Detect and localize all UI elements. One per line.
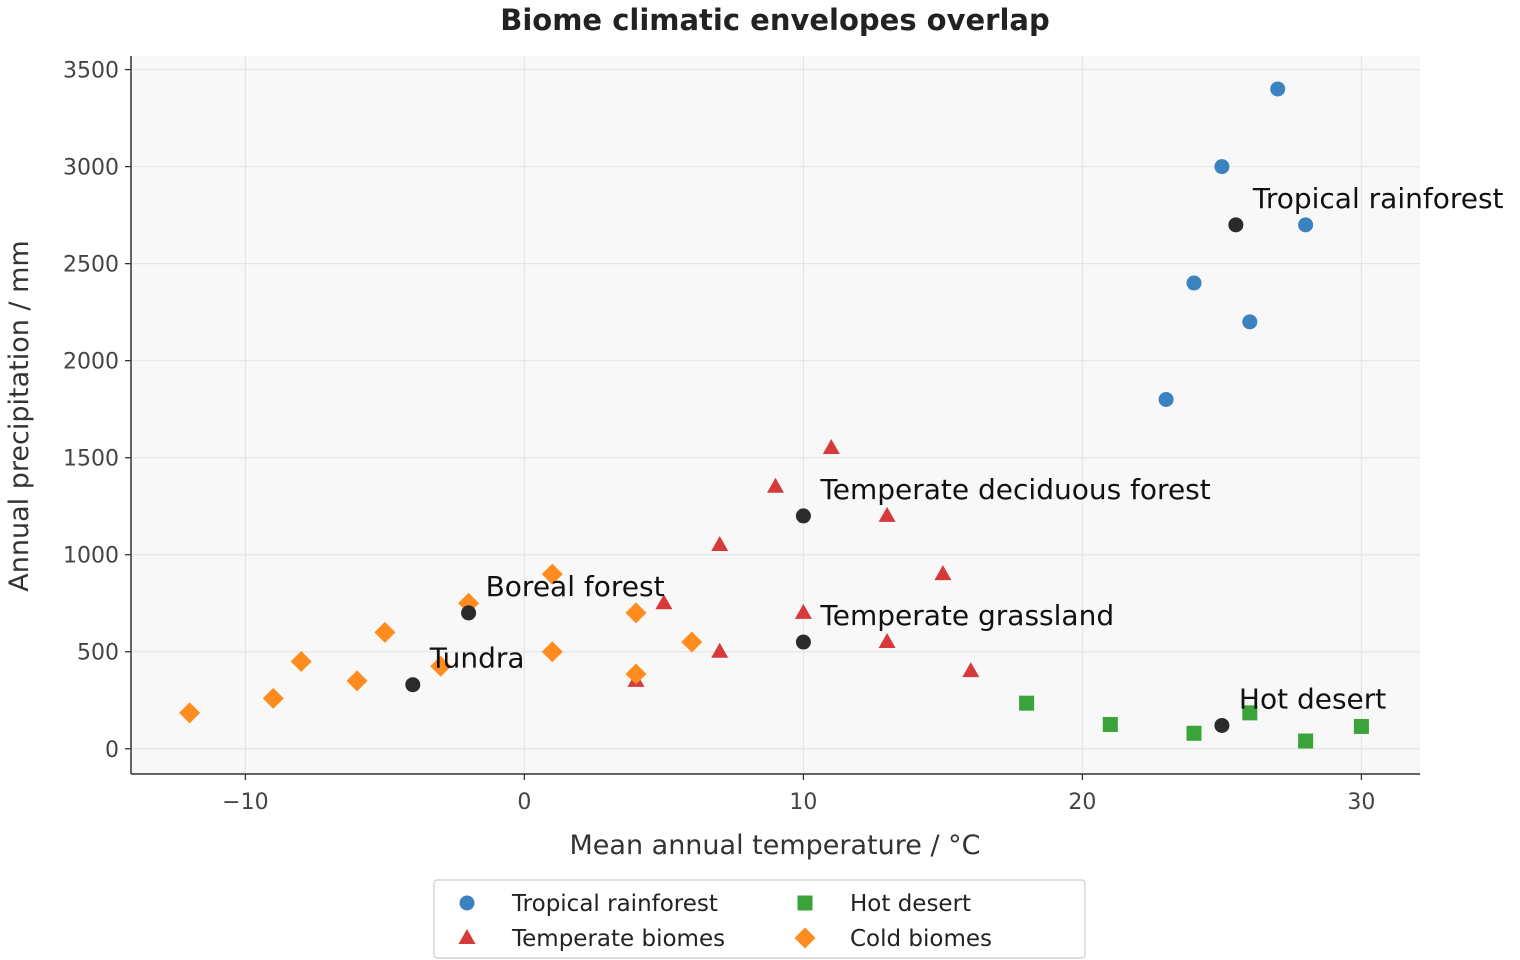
axes <box>130 56 1420 775</box>
hot-desert-point <box>1186 725 1202 741</box>
hot-desert-point <box>1102 717 1118 733</box>
y-tick-label: 3000 <box>63 156 119 181</box>
legend-label-temperate-biomes: Temperate biomes <box>511 926 725 952</box>
cold-biomes-point <box>430 655 452 677</box>
centroid-point <box>405 677 421 693</box>
gridlines <box>131 56 1420 774</box>
legend-marker-cold-biomes <box>794 927 816 949</box>
legend: Tropical rainforest Hot desert Temperate b… <box>433 879 1086 959</box>
cold-biomes-point <box>346 670 368 692</box>
x-tick-label: 0 <box>517 790 531 815</box>
tropical-rainforest-point <box>1298 217 1314 233</box>
centroid-annotations: Tropical rainforest Temperate deciduous f… <box>405 182 1504 733</box>
cold-biomes-point <box>625 663 647 685</box>
temperate-biomes-point <box>767 477 784 493</box>
centroid-point <box>795 634 811 650</box>
x-tick-label: 20 <box>1068 790 1096 815</box>
centroid-label: Temperate deciduous forest <box>819 473 1210 506</box>
series-tropical-rainforest <box>1158 81 1314 407</box>
centroid-point <box>1228 217 1244 233</box>
hot-desert-point <box>1298 733 1314 749</box>
legend-label-tropical-rainforest: Tropical rainforest <box>511 891 718 917</box>
chart-title: Biome climatic envelopes overlap <box>500 3 1050 37</box>
legend-label-hot-desert: Hot desert <box>850 891 971 917</box>
x-tick-label: 30 <box>1347 790 1375 815</box>
cold-biomes-point <box>541 641 563 663</box>
y-tick-label: 3500 <box>63 59 119 84</box>
centroid-label: Temperate grassland <box>819 599 1114 632</box>
y-axis-ticks: 0 500 1000 1500 2000 2500 3000 3500 <box>63 59 131 763</box>
tropical-rainforest-point <box>1242 314 1258 330</box>
x-axis-label: Mean annual temperature / °C <box>570 830 981 861</box>
y-tick-label: 2000 <box>63 350 119 375</box>
cold-biomes-point <box>262 687 284 709</box>
cold-biomes-point <box>625 602 647 624</box>
cold-biomes-point <box>541 563 563 585</box>
legend-marker-temperate-biomes <box>458 929 476 944</box>
centroid-point <box>461 605 477 621</box>
centroid-label: Tundra <box>429 642 525 675</box>
legend-label-cold-biomes: Cold biomes <box>850 926 992 952</box>
hot-desert-point <box>1019 695 1035 711</box>
y-tick-label: 2500 <box>63 253 119 278</box>
tropical-rainforest-point <box>1186 275 1202 291</box>
centroid-label: Hot desert <box>1239 682 1386 715</box>
cold-biomes-point <box>179 702 201 724</box>
cold-biomes-point <box>374 621 396 643</box>
tropical-rainforest-point <box>1270 81 1286 97</box>
y-tick-label: 500 <box>77 641 119 666</box>
temperate-biomes-point <box>962 662 980 678</box>
temperate-biomes-point <box>655 594 673 610</box>
data-points <box>179 81 1369 749</box>
cold-biomes-point <box>290 650 312 672</box>
cold-biomes-point <box>681 631 703 653</box>
y-tick-label: 1500 <box>63 447 119 472</box>
centroid-label: Tropical rainforest <box>1252 182 1504 215</box>
plot-area <box>131 56 1420 774</box>
temperate-biomes-point <box>711 536 729 552</box>
centroid-label: Boreal forest <box>486 570 665 603</box>
temperate-biomes-point <box>794 603 812 619</box>
temperate-biomes-point <box>878 506 896 522</box>
y-tick-label: 0 <box>105 738 119 763</box>
tropical-rainforest-point <box>1214 159 1230 175</box>
y-tick-label: 1000 <box>63 544 119 569</box>
centroid-point <box>1214 717 1230 733</box>
temperate-biomes-point <box>934 565 952 581</box>
x-tick-label: −10 <box>222 790 268 815</box>
hot-desert-point <box>1353 718 1369 734</box>
x-tick-label: 10 <box>789 790 817 815</box>
tropical-rainforest-point <box>1158 391 1174 407</box>
y-axis-label: Annual precipitation / mm <box>4 240 35 591</box>
centroid-point <box>795 508 811 524</box>
temperate-biomes-point <box>878 633 896 649</box>
legend-marker-hot-desert <box>797 895 813 911</box>
hot-desert-point <box>1242 705 1258 721</box>
series-hot-desert <box>1019 695 1369 749</box>
x-axis-ticks: −10 0 10 20 30 <box>222 774 1375 815</box>
legend-box <box>433 879 1086 959</box>
temperate-biomes-point <box>822 438 840 454</box>
temperate-biomes-point <box>711 642 729 658</box>
legend-marker-tropical-rainforest <box>459 895 475 911</box>
